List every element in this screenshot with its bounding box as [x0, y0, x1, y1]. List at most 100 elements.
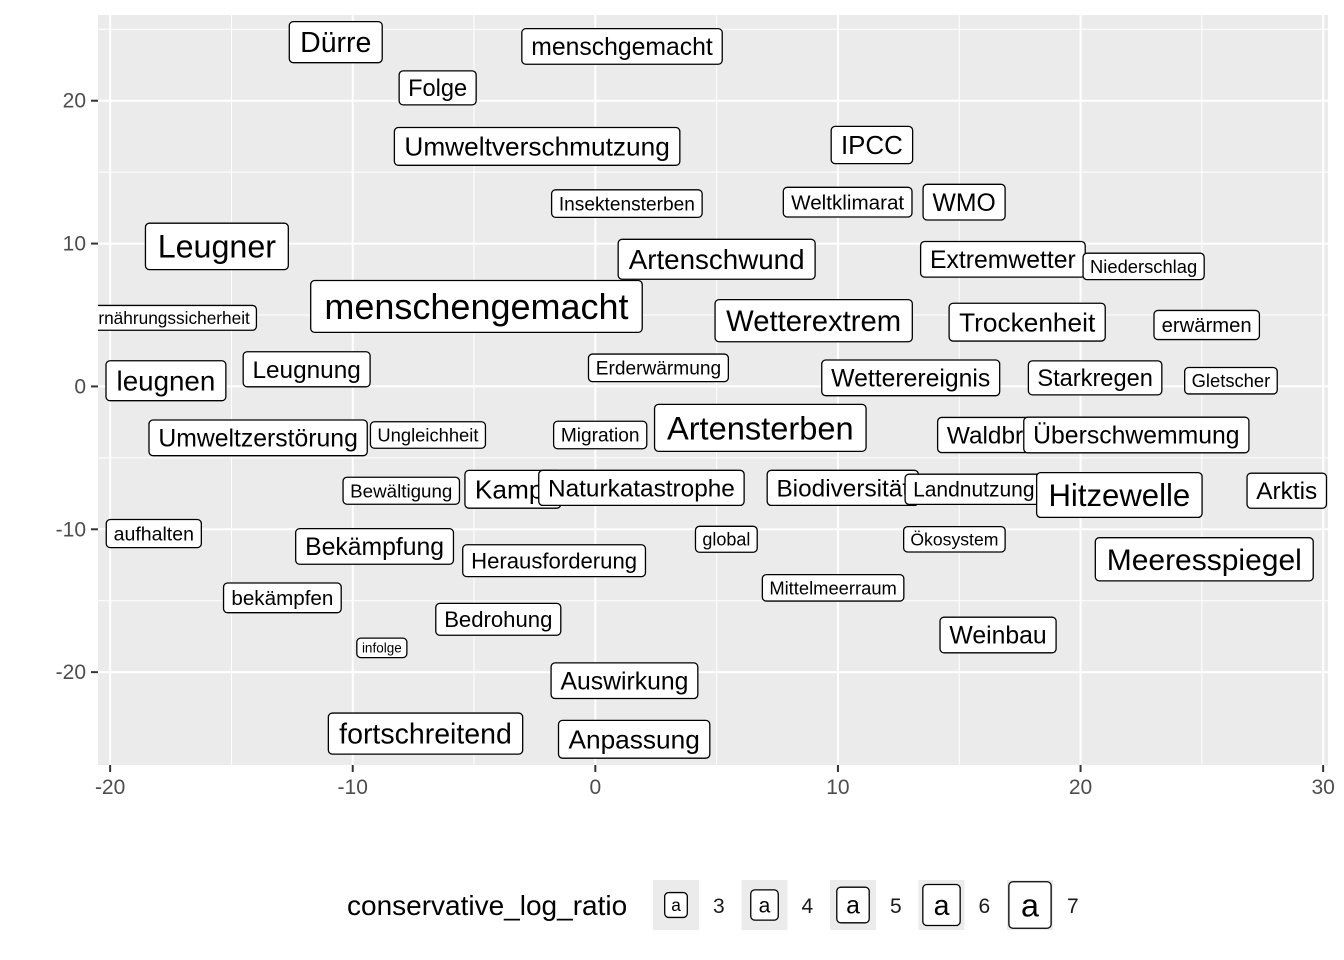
word-label: Anpassung	[557, 719, 711, 759]
word-label-box	[694, 525, 758, 553]
word-label-text: Artensterben	[667, 409, 854, 446]
word-label-text: Bedrohung	[444, 607, 552, 632]
word-label-box	[1023, 416, 1250, 454]
word-label-box	[550, 662, 699, 700]
word-label-box	[550, 189, 703, 218]
word-label-text: Umweltzerstörung	[158, 426, 357, 453]
word-label: Artensterben	[653, 403, 867, 452]
word-label-text: Auswirkung	[560, 668, 688, 695]
word-label-box	[903, 525, 1006, 553]
word-label-text: Bekämpfung	[305, 534, 444, 561]
word-label: Weltklimarat	[782, 186, 913, 218]
word-label: Starkregen	[1027, 360, 1163, 396]
word-label: Biodiversität	[766, 469, 920, 507]
word-label-text: infolge	[362, 641, 402, 656]
word-label-box	[948, 302, 1106, 342]
word-label: Bedrohung	[435, 602, 562, 636]
word-label-box	[587, 353, 729, 383]
legend-key-box	[664, 891, 688, 919]
word-label: Arktis	[1246, 472, 1328, 509]
word-label: Wetterextrem	[714, 299, 913, 343]
word-label: Extremwetter	[919, 240, 1086, 278]
word-label-box	[653, 403, 867, 452]
word-label-box	[369, 421, 487, 449]
word-label: Mittelmeerraum	[761, 573, 905, 602]
word-label-box	[830, 125, 914, 165]
word-label-text: Wetterextrem	[726, 306, 901, 338]
word-label-text: menschgemacht	[531, 34, 713, 61]
word-label: Ökosystem	[903, 525, 1006, 553]
word-label: fortschreitend	[327, 712, 524, 755]
word-label-box	[761, 573, 905, 602]
word-label-box	[435, 602, 562, 636]
word-label-text: Leugner	[158, 229, 277, 265]
legend-key-box	[922, 883, 961, 927]
word-label-box	[98, 304, 258, 331]
word-label: aufhalten	[105, 518, 202, 549]
word-label-text: Ungleichheit	[377, 424, 478, 445]
word-label-text: Starkregen	[1037, 366, 1153, 392]
legend-key-glyph: a	[934, 890, 950, 922]
word-label-box	[144, 222, 289, 271]
word-label-text: Weltklimarat	[791, 191, 904, 214]
word-label-box	[393, 126, 681, 166]
word-label-text: Umweltverschmutzung	[404, 132, 670, 162]
word-label: menschengemacht	[310, 279, 643, 333]
word-label-box	[1153, 309, 1261, 341]
word-label-box	[105, 360, 227, 402]
legend-key-glyph: a	[759, 894, 771, 917]
word-label: Umweltzerstörung	[148, 419, 368, 457]
word-label: Ungleichheit	[369, 421, 487, 449]
word-label: Leugnung	[242, 351, 371, 388]
x-tick-label: 20	[1069, 776, 1092, 799]
word-label: Niederschlag	[1082, 252, 1205, 281]
word-label-box	[288, 20, 383, 64]
x-tick-label: 30	[1311, 776, 1334, 799]
word-label-text: fortschreitend	[339, 719, 512, 751]
x-tick-label: 10	[826, 776, 849, 799]
word-label-text: Gletscher	[1192, 370, 1271, 391]
word-label-box	[1246, 472, 1328, 509]
word-label-box	[939, 616, 1057, 654]
x-tick-label: -10	[338, 776, 368, 799]
legend-key-glyph: a	[846, 893, 860, 920]
word-label: Dürre	[288, 20, 383, 64]
word-label-box	[462, 544, 647, 578]
legend-key-glyph: a	[671, 895, 681, 915]
word-label-text: global	[702, 530, 750, 550]
word-label-text: Landnutzung	[913, 479, 1034, 502]
word-label-text: Bewältigung	[350, 480, 452, 501]
legend-key-box	[750, 889, 779, 921]
word-label-box	[1094, 537, 1314, 582]
word-label: Folge	[398, 70, 477, 106]
x-tick-label: 0	[589, 776, 601, 799]
word-label-text: Folge	[408, 76, 467, 102]
word-label: Herausforderung	[462, 544, 647, 578]
word-label-box	[1184, 366, 1278, 395]
legend-key-glyph: a	[1021, 887, 1039, 923]
word-label-box	[242, 351, 371, 388]
word-label-text: Mittelmeerraum	[769, 577, 897, 598]
word-label: Ernährungssicherheit	[98, 304, 258, 331]
word-label-box	[1082, 252, 1205, 281]
y-tick-label: -20	[56, 661, 86, 684]
word-label: Hitzewelle	[1035, 471, 1203, 519]
word-label-text: Leugnung	[252, 357, 360, 384]
word-label: Überschwemmung	[1023, 416, 1250, 454]
legend-key-box	[836, 886, 870, 924]
word-label: Migration	[552, 420, 648, 450]
word-label-text: Meeresspiegel	[1107, 544, 1302, 577]
word-label: Gletscher	[1184, 366, 1278, 395]
word-label: global	[694, 525, 758, 553]
word-label: Bekämpfung	[295, 527, 455, 565]
word-label: Artenschwund	[617, 238, 816, 280]
word-label-box	[538, 469, 745, 507]
word-label-text: Herausforderung	[471, 548, 637, 573]
legend-key-box	[1008, 881, 1052, 929]
word-label-text: Naturkatastrophe	[548, 475, 735, 502]
y-tick-label: 10	[63, 233, 86, 256]
